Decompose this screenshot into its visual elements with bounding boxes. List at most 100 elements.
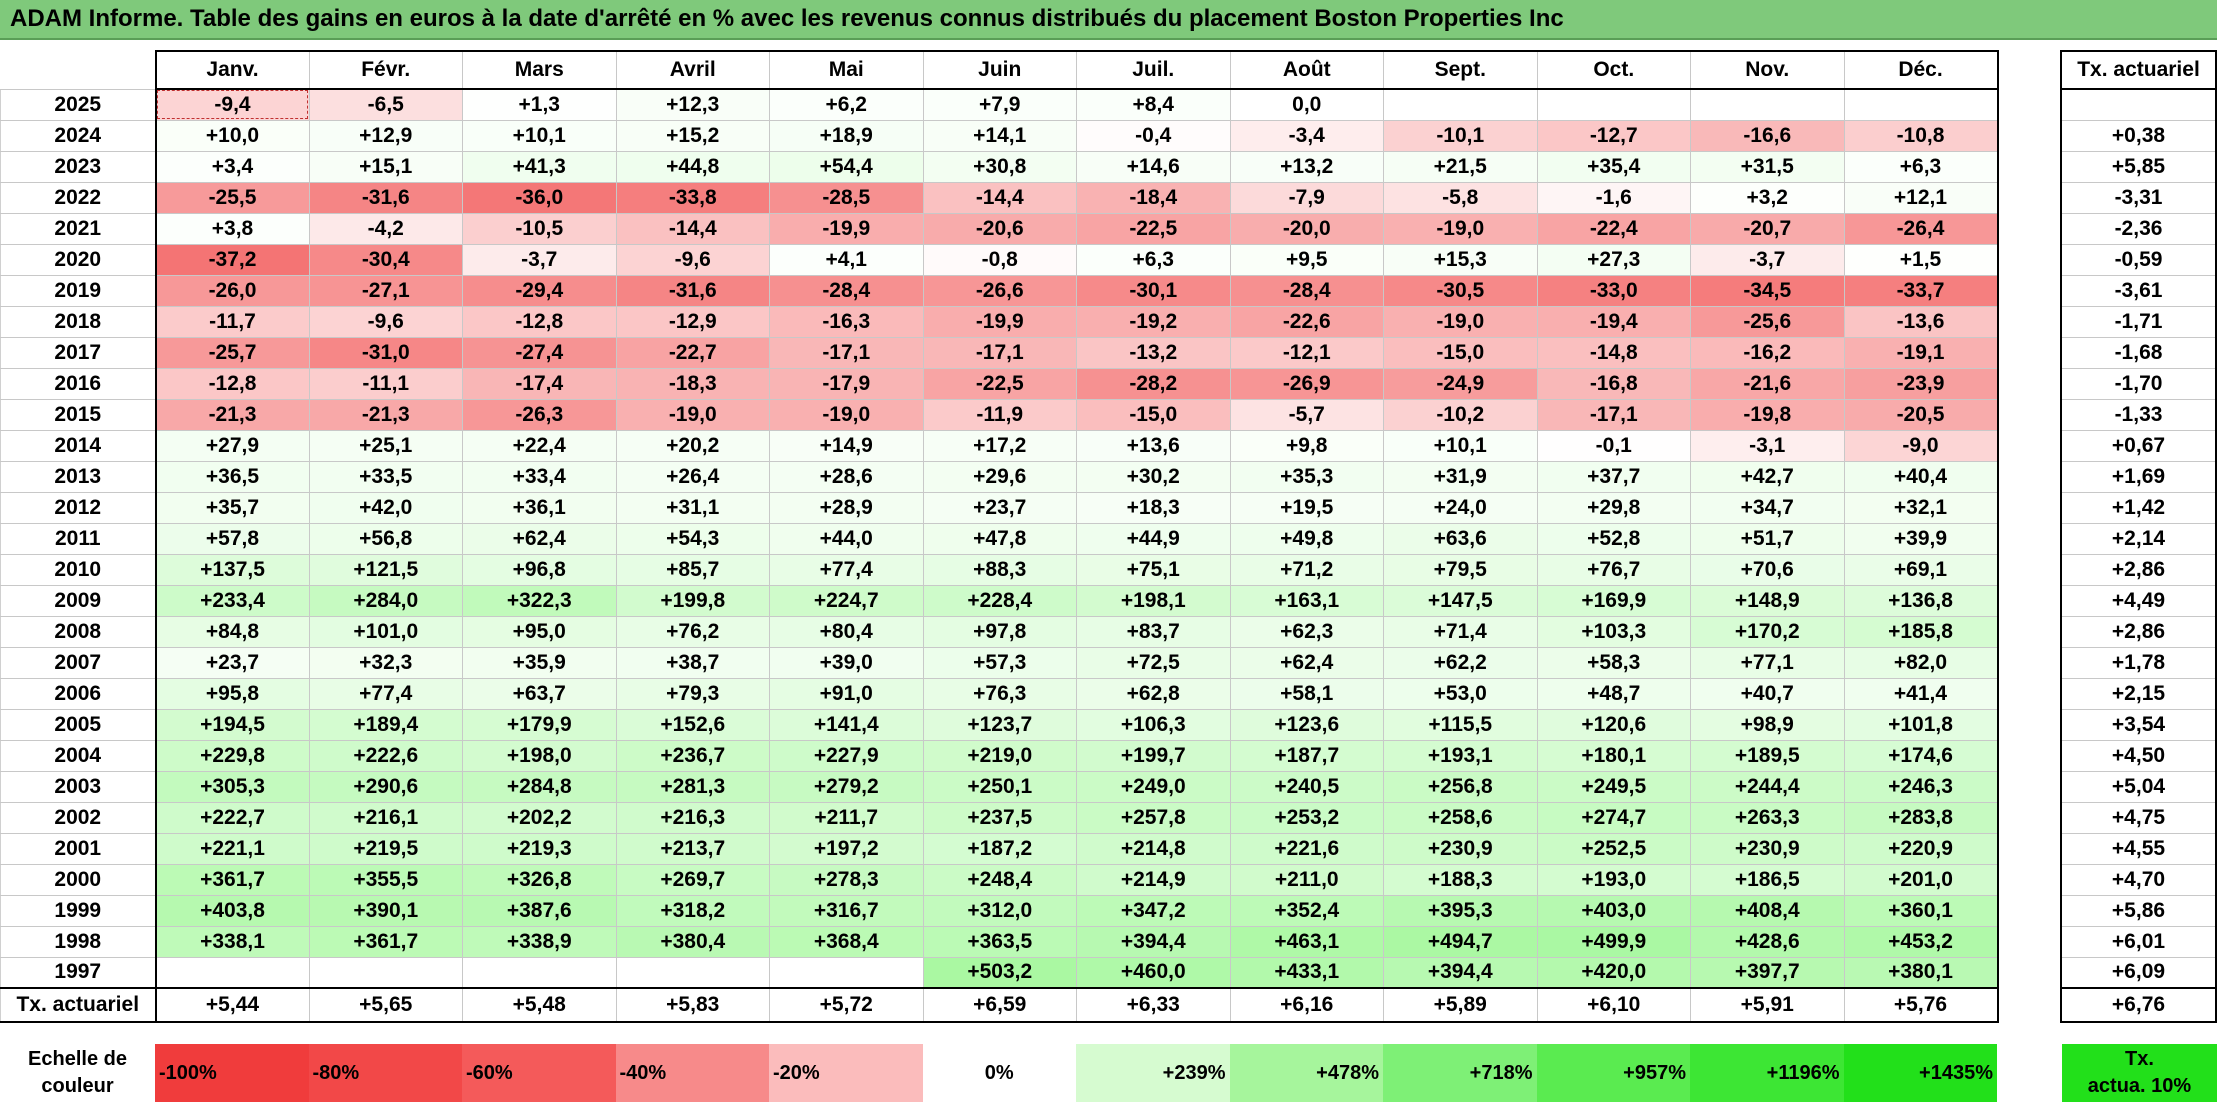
table-row: 1997 +503,2 +460,0 +433,1 +394,4 +420,0 +397,7… — [0, 956, 1999, 989]
value-cell: +3,8 — [154, 212, 310, 245]
value-cell: +123,6 — [1229, 708, 1384, 741]
value-cell — [769, 956, 924, 989]
total-cell: +6,16 — [1229, 987, 1384, 1023]
value-cell: -22,7 — [615, 336, 770, 369]
value-cell: +222,7 — [154, 801, 310, 834]
scale-swatch: -20% — [769, 1044, 923, 1102]
value-cell: -22,6 — [1229, 305, 1384, 338]
value-cell: +387,6 — [462, 894, 617, 927]
scale-swatch: -80% — [308, 1044, 462, 1102]
value-cell: +3,2 — [1690, 181, 1845, 214]
value-cell: +214,9 — [1076, 863, 1231, 896]
table-row: 2015 -21,3 -21,3 -26,3 -19,0 -19,0 -11,9 -15,0-… — [0, 398, 1999, 431]
rate-cell: +6,01 — [2060, 925, 2217, 958]
value-cell: +115,5 — [1383, 708, 1538, 741]
value-cell: +249,0 — [1076, 770, 1231, 803]
rate-cell: +4,75 — [2060, 801, 2217, 834]
year-label: 2013 — [0, 460, 156, 493]
total-cell: +5,89 — [1383, 987, 1538, 1023]
value-cell: -33,0 — [1536, 274, 1691, 307]
value-cell: -0,8 — [922, 243, 1077, 276]
value-cell: +97,8 — [922, 615, 1077, 648]
value-cell: +230,9 — [1690, 832, 1845, 865]
scale-swatch: 0% — [922, 1044, 1076, 1102]
value-cell: +211,0 — [1229, 863, 1384, 896]
value-cell: +103,3 — [1536, 615, 1691, 648]
side-row: +6,09 — [2060, 956, 2217, 989]
month-header: Févr. — [308, 50, 463, 90]
value-cell: +77,1 — [1690, 646, 1845, 679]
value-cell: +188,3 — [1383, 863, 1538, 896]
value-cell: +18,3 — [1076, 491, 1231, 524]
value-cell: +58,3 — [1536, 646, 1691, 679]
value-cell: -19,2 — [1076, 305, 1231, 338]
value-cell: +368,4 — [769, 925, 924, 958]
scale-swatch: +1435% — [1843, 1044, 1997, 1102]
value-cell: -20,5 — [1843, 398, 1999, 431]
value-cell: -10,8 — [1843, 119, 1999, 152]
value-cell: +51,7 — [1690, 522, 1845, 555]
value-cell: +318,2 — [615, 894, 770, 927]
month-header: Avril — [615, 50, 770, 90]
side-row: +4,50 — [2060, 739, 2217, 772]
value-cell: +189,5 — [1690, 739, 1845, 772]
value-cell: +53,0 — [1383, 677, 1538, 710]
value-cell: +120,6 — [1536, 708, 1691, 741]
value-cell: +201,0 — [1843, 863, 1999, 896]
value-cell: +62,3 — [1229, 615, 1384, 648]
scale-side-line2: actua. 10% — [2087, 1075, 2192, 1097]
table-row: 2017 -25,7 -31,0 -27,4 -22,7 -17,1 -17,1 -13,2-… — [0, 336, 1999, 369]
value-cell: -31,0 — [308, 336, 463, 369]
value-cell: -25,5 — [154, 181, 310, 214]
value-cell: +14,1 — [922, 119, 1077, 152]
year-label: 2007 — [0, 646, 156, 679]
value-cell: -30,1 — [1076, 274, 1231, 307]
value-cell: +79,5 — [1383, 553, 1538, 586]
value-cell: -17,4 — [462, 367, 617, 400]
side-row: +4,70 — [2060, 863, 2217, 896]
title-bar: ADAM Informe. Table des gains en euros à… — [0, 0, 2217, 40]
year-label: 2009 — [0, 584, 156, 617]
value-cell: +57,8 — [154, 522, 310, 555]
value-cell: +326,8 — [462, 863, 617, 896]
value-cell: +194,5 — [154, 708, 310, 741]
value-cell: +179,9 — [462, 708, 617, 741]
table-row: 1999 +403,8 +390,1 +387,6 +318,2 +316,7 +312,0… — [0, 894, 1999, 927]
value-cell: +163,1 — [1229, 584, 1384, 617]
value-cell: -1,6 — [1536, 181, 1691, 214]
value-cell: +121,5 — [308, 553, 463, 586]
rate-cell: +0,38 — [2060, 119, 2217, 152]
value-cell: +24,0 — [1383, 491, 1538, 524]
scale-swatch: -100% — [155, 1044, 309, 1102]
value-cell: -12,1 — [1229, 336, 1384, 369]
value-cell: +10,0 — [154, 119, 310, 152]
value-cell: +91,0 — [769, 677, 924, 710]
table-row: 2006 +95,8 +77,4 +63,7 +79,3 +91,0 +76,3 +62,8 +… — [0, 677, 1999, 710]
value-cell: +503,2 — [922, 956, 1077, 989]
value-cell: +220,9 — [1843, 832, 1999, 865]
corner-cell — [1, 51, 156, 89]
value-cell: +36,1 — [462, 491, 617, 524]
value-cell: -12,8 — [462, 305, 617, 338]
gains-table: Janv. Févr. Mars Avril Mai Juin Juil. Août Sept.… — [0, 50, 1999, 1023]
value-cell: +189,4 — [308, 708, 463, 741]
year-label: 1999 — [0, 894, 156, 927]
side-row: +4,49 — [2060, 584, 2217, 617]
value-cell: +6,3 — [1843, 150, 1999, 183]
value-cell: -7,9 — [1229, 181, 1384, 214]
rate-cell: +5,85 — [2060, 150, 2217, 183]
value-cell: -9,0 — [1843, 429, 1999, 462]
value-cell: +263,3 — [1690, 801, 1845, 834]
value-cell: +54,4 — [769, 150, 924, 183]
table-row: 2025 -9,4 -6,5 +1,3 +12,3 +6,2 +7,9 +8,4 0,0 — [0, 88, 1999, 121]
table-row: 2024 +10,0 +12,9 +10,1 +15,2 +18,9 +14,1 -0,4 -3… — [0, 119, 1999, 152]
rate-cell: +1,78 — [2060, 646, 2217, 679]
value-cell: -19,0 — [1383, 305, 1538, 338]
value-cell: +237,5 — [922, 801, 1077, 834]
value-cell: +84,8 — [154, 615, 310, 648]
value-cell: -9,6 — [308, 305, 463, 338]
value-cell: +12,1 — [1843, 181, 1999, 214]
value-cell: +31,9 — [1383, 460, 1538, 493]
value-cell: -19,0 — [769, 398, 924, 431]
value-cell: +88,3 — [922, 553, 1077, 586]
